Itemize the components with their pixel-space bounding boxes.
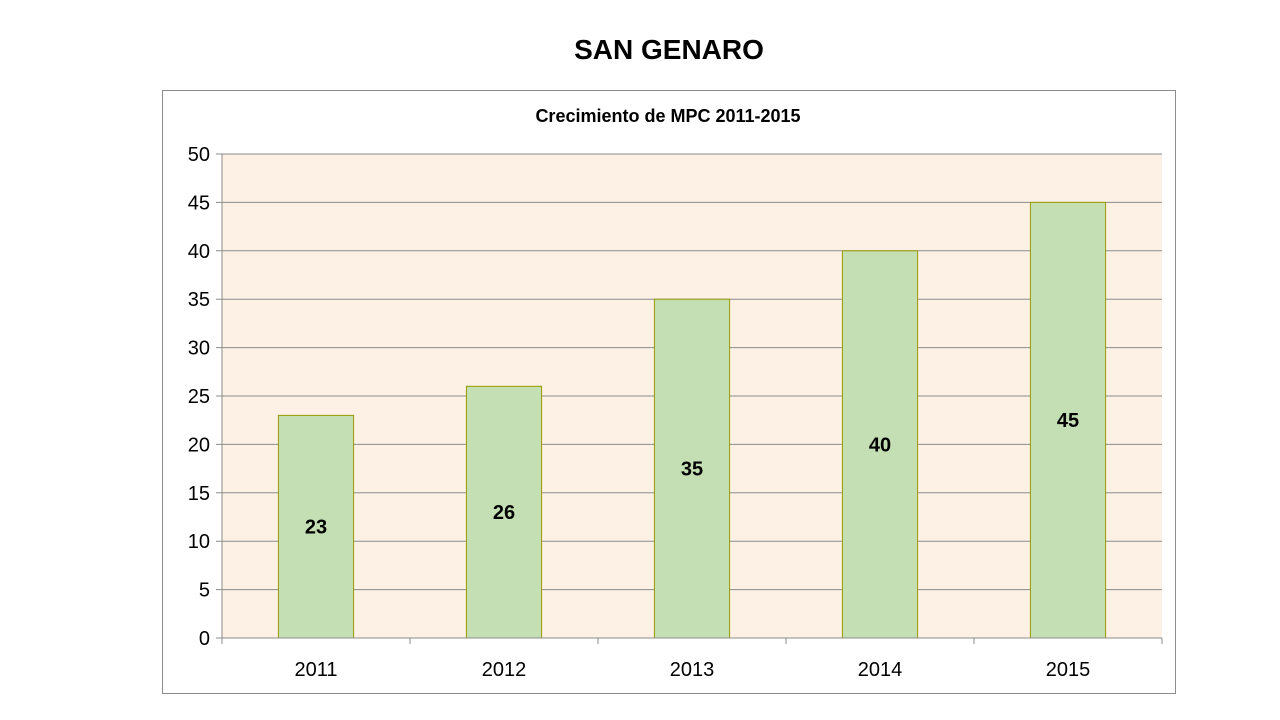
x-tick-label: 2015 — [1046, 659, 1091, 681]
bar-2015 — [1029, 201, 1107, 639]
bar-2012 — [465, 385, 543, 639]
y-tick-label: 5 — [199, 580, 210, 602]
data-label: 45 — [1057, 410, 1079, 432]
y-tick-label: 30 — [188, 338, 210, 360]
y-tick-label: 40 — [188, 241, 210, 263]
y-tick-label: 20 — [188, 434, 210, 456]
y-tick-label: 45 — [188, 192, 210, 214]
data-label: 26 — [493, 502, 515, 524]
x-tick-label: 2011 — [294, 659, 337, 681]
x-tick-label: 2013 — [670, 659, 715, 681]
slide-title: SAN GENARO — [574, 34, 764, 65]
chart-title: Crecimiento de MPC 2011-2015 — [535, 106, 800, 126]
y-tick-label: 10 — [188, 531, 210, 553]
y-tick-label: 25 — [188, 386, 210, 408]
data-label: 35 — [681, 459, 703, 481]
x-tick-label: 2012 — [482, 659, 527, 681]
y-tick-label: 50 — [188, 144, 210, 166]
bar-2011 — [277, 414, 355, 639]
y-tick-label: 35 — [188, 289, 210, 311]
y-tick-label: 0 — [199, 628, 210, 650]
data-label: 23 — [305, 517, 327, 539]
bar-chart: Crecimiento de MPC 2011-2015 0 5 10 15 20 25 3… — [188, 106, 1163, 681]
y-tick-label: 15 — [188, 483, 210, 505]
x-tick-label: 2014 — [858, 659, 903, 681]
bar-2013 — [653, 298, 731, 639]
data-label: 40 — [869, 434, 891, 456]
bar-2014 — [841, 250, 919, 639]
